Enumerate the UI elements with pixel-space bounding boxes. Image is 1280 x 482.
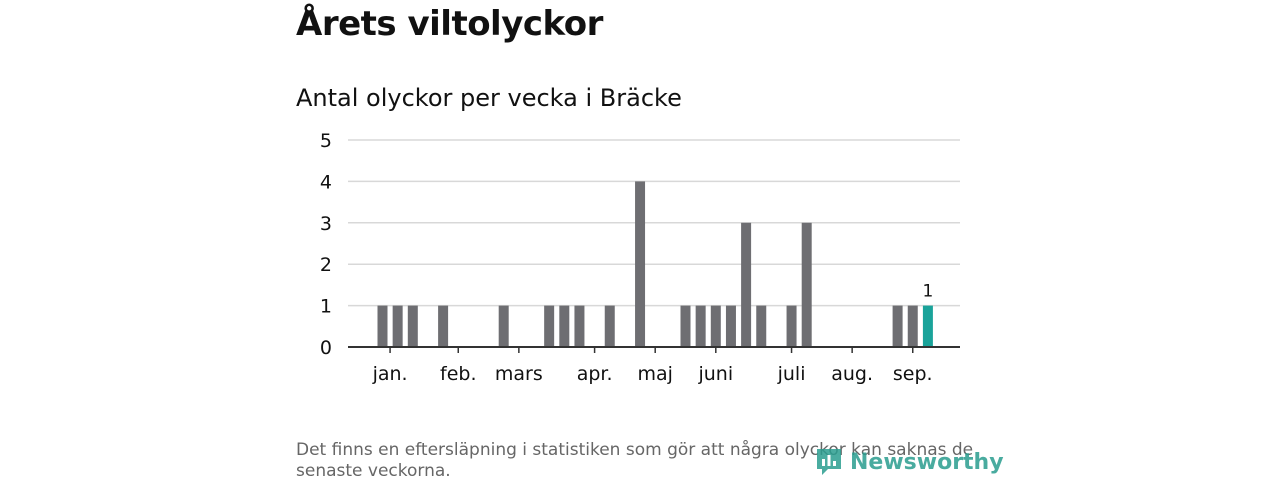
y-tick-label: 5 [320, 130, 332, 152]
bar [635, 181, 646, 347]
bar [907, 305, 918, 347]
bar [695, 305, 706, 347]
footnote: Det finns en eftersläpning i statistiken… [296, 440, 974, 481]
bar [407, 305, 418, 347]
label-layer: 0 1 2 3 4 5 1 jan. feb. mars apr. maj juni juli aug. se… [320, 130, 933, 385]
y-tick-label: 2 [320, 254, 332, 276]
bar [438, 305, 449, 347]
page-title: Årets viltolyckor [296, 4, 603, 44]
bar [604, 305, 615, 347]
newsworthy-logo-icon [817, 449, 841, 475]
chart-title: Antal olyckor per vecka i Bräcke [296, 84, 682, 112]
bar [680, 305, 691, 347]
x-tick-label: juli [777, 363, 806, 385]
y-tick-label: 1 [320, 296, 332, 318]
y-tick-label: 3 [320, 213, 332, 235]
bar [710, 305, 721, 347]
bar [559, 305, 570, 347]
bar [892, 305, 903, 347]
bar-highlight [922, 305, 933, 347]
bar [392, 305, 403, 347]
bar [377, 305, 388, 347]
axis-layer [348, 346, 960, 353]
bar [574, 305, 585, 347]
x-tick-label: maj [637, 363, 672, 385]
x-tick-label: sep. [893, 363, 933, 385]
chart-card: Årets viltolyckor Antal olyckor per veck… [296, 0, 986, 481]
grid-layer [348, 139, 960, 307]
bar-chart: 0 1 2 3 4 5 1 jan. feb. mars apr. maj juni juli aug. se… [320, 130, 960, 385]
bar [498, 305, 509, 347]
bar [756, 305, 767, 347]
bar-layer [377, 181, 933, 347]
bar [786, 305, 797, 347]
x-tick-label: apr. [577, 363, 613, 385]
bar [741, 222, 752, 347]
x-tick-label: juni [697, 363, 733, 385]
x-tick-label: jan. [372, 363, 408, 385]
x-tick-label: mars [495, 363, 543, 385]
newsworthy-logo: Newsworthy [814, 446, 1004, 478]
data-label: 1 [922, 282, 933, 302]
y-tick-label: 4 [320, 171, 332, 193]
x-tick-label: aug. [831, 363, 873, 385]
x-tick-label: feb. [440, 363, 476, 385]
bar [801, 222, 812, 347]
y-tick-label: 0 [320, 337, 332, 359]
bar [725, 305, 736, 347]
bar [544, 305, 555, 347]
logo-text: Newsworthy [850, 449, 1004, 475]
